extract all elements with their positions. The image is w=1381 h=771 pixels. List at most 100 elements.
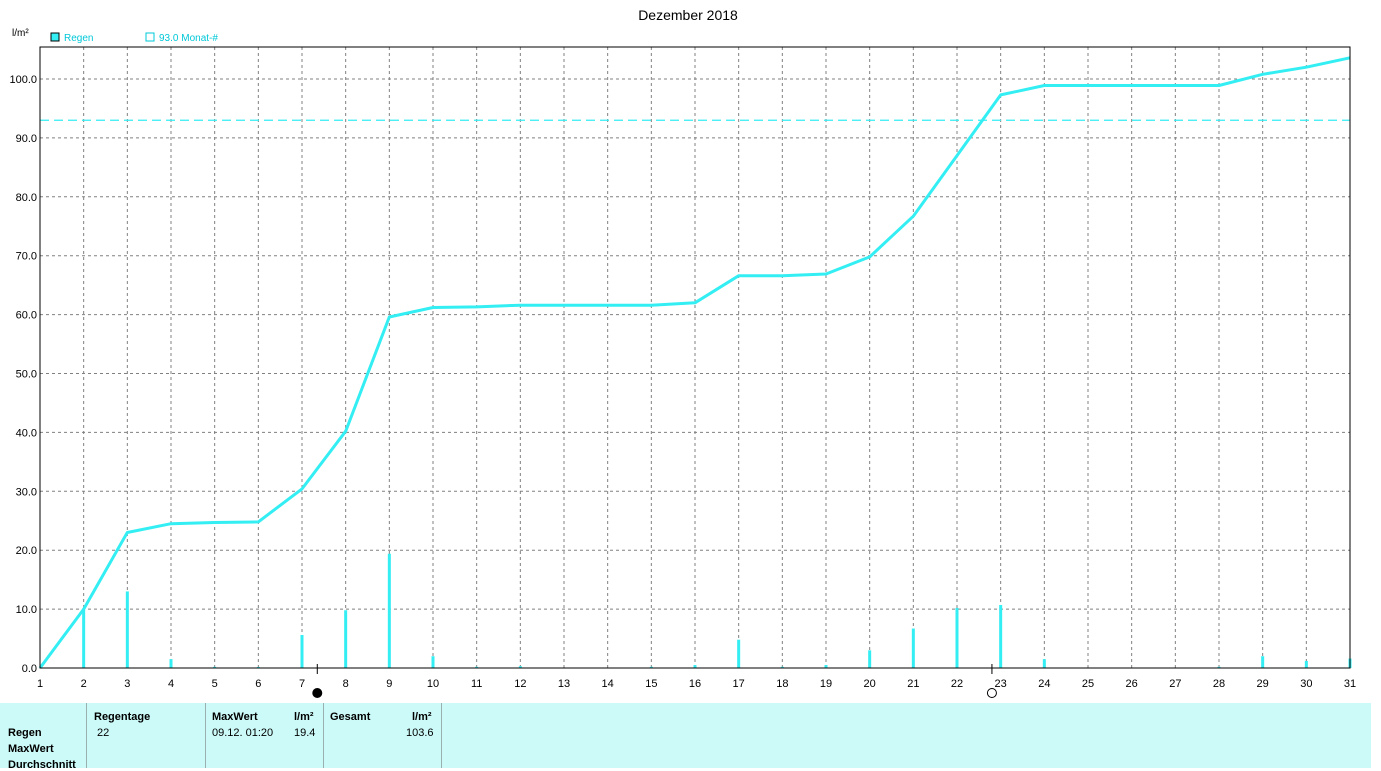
x-tick-label: 2 [81,678,87,690]
y-axis-unit: l/m² [12,28,29,39]
moon-full-icon [986,688,997,698]
stats-col-maxwert: MaxWert l/m² 09.12. 01:20 19.4 [206,703,324,768]
stats-col-gesamt: Gesamt l/m² 103.6 [324,703,442,768]
y-tick-label: 60.0 [16,310,37,322]
legend: Regen 93.0 Monat-# [50,32,218,44]
x-tick-label: 1 [37,678,43,690]
rain-bar-day-18 [780,666,784,668]
x-tick-label: 22 [951,678,963,690]
row-label-maxwert: MaxWert [8,743,54,755]
gesamt-unit: l/m² [412,711,432,723]
legend-label-regen: Regen [64,33,93,44]
x-tick-label: 4 [168,678,174,690]
rain-bar-day-20 [868,650,872,668]
rain-bar-day-22 [955,607,959,668]
rain-bar-day-29 [1261,656,1265,668]
rain-chart: Dezember 2018 l/m² Regen 93.0 Monat-# 0.… [9,7,1356,698]
x-tick-label: 12 [514,678,526,690]
row-label-regen: Regen [8,727,42,739]
x-tick-label: 28 [1213,678,1225,690]
x-tick-label: 20 [864,678,876,690]
rain-bar-day-12 [518,666,522,668]
x-tick-label: 24 [1038,678,1050,690]
x-tick-label: 7 [299,678,305,690]
gesamt-header: Gesamt [330,711,371,723]
x-tick-label: 14 [602,678,614,690]
rain-bar-day-19 [824,665,828,668]
x-tick-label: 9 [386,678,392,690]
rain-bar-day-4 [169,659,173,668]
x-tick-label: 6 [255,678,261,690]
y-tick-label: 0.0 [22,663,37,675]
y-tick-label: 30.0 [16,486,37,498]
legend-swatch-reference [145,32,155,42]
x-tick-label: 17 [733,678,745,690]
x-tick-label: 30 [1300,678,1312,690]
legend-swatch-regen [50,32,60,42]
rain-bar-day-11 [475,666,479,668]
rain-bar-day-8 [344,610,348,668]
regentage-header: Regentage [94,711,151,723]
rain-bar-day-15 [649,666,653,668]
x-tick-label: 18 [776,678,788,690]
plot-frame [39,46,1351,669]
chart-title: Dezember 2018 [638,7,738,23]
x-tick-label: 23 [995,678,1007,690]
rain-bar-day-5 [213,666,217,668]
cumulative-line-group [38,56,1351,669]
x-tick-label: 25 [1082,678,1094,690]
maxwert-value: 19.4 [294,727,316,739]
y-tick-label: 100.0 [9,74,37,86]
rain-bar-day-16 [693,665,697,668]
rain-bar-day-9 [387,553,391,668]
maxwert-header: MaxWert [212,711,258,723]
moon-new-icon [312,688,323,698]
cumulative-rain-line [38,56,1351,669]
maxwert-date: 09.12. 01:20 [212,727,274,739]
rain-bar-day-3 [125,591,129,668]
x-tick-label: 10 [427,678,439,690]
regentage-value: 22 [97,727,110,739]
legend-label-reference: 93.0 Monat-# [159,33,218,44]
rain-bars [82,553,1352,668]
y-tick-label: 70.0 [16,251,37,263]
x-tick-label: 8 [343,678,349,690]
rain-bar-day-30 [1304,660,1308,668]
x-tick-label: 5 [212,678,218,690]
rain-bar-day-28 [1217,666,1221,668]
rain-bar-day-7 [300,635,304,668]
y-tick-label: 90.0 [16,133,37,145]
rain-bar-day-2 [82,609,86,668]
x-tick-label: 15 [645,678,657,690]
stats-row-labels: Regen MaxWert Durchschnitt [0,703,87,771]
statistics-panel: Regen MaxWert Durchschnitt Regentage 22 … [0,703,1371,771]
moon-markers [312,664,997,698]
x-tick-label: 11 [471,678,482,690]
y-tick-label: 10.0 [16,604,37,616]
x-tick-label: 16 [689,678,701,690]
rain-bar-day-21 [911,628,915,668]
x-tick-label: 29 [1257,678,1269,690]
x-tick-label: 13 [558,678,570,690]
rain-bar-day-24 [1042,659,1046,668]
x-tick-labels: 1 2 3 4 5 6 7 8 9 10 11 12 13 14 15 16 17 18 19 20 21 22 23 24 2… [37,678,1356,690]
grid [40,47,1350,668]
x-tick-label: 21 [907,678,919,690]
x-tick-label: 3 [124,678,130,690]
y-tick-label: 40.0 [16,427,37,439]
row-label-durchschnitt: Durchschnitt [8,759,76,771]
rain-bar-day-23 [999,604,1003,668]
x-tick-label: 31 [1344,678,1356,690]
rain-bar-day-10 [431,656,435,668]
maxwert-unit: l/m² [294,711,314,723]
x-tick-label: 26 [1126,678,1138,690]
y-tick-labels: 0.0 10.0 20.0 30.0 40.0 50.0 60.0 70.0 80.0 90.0 1… [9,74,37,675]
rain-bar-day-17 [737,639,741,668]
stats-col-regentage: Regentage 22 [87,703,206,768]
gesamt-value: 103.6 [406,727,434,739]
y-tick-label: 80.0 [16,192,37,204]
y-tick-label: 20.0 [16,545,37,557]
x-tick-label: 27 [1169,678,1181,690]
y-tick-label: 50.0 [16,369,37,381]
x-tick-label: 19 [820,678,832,690]
